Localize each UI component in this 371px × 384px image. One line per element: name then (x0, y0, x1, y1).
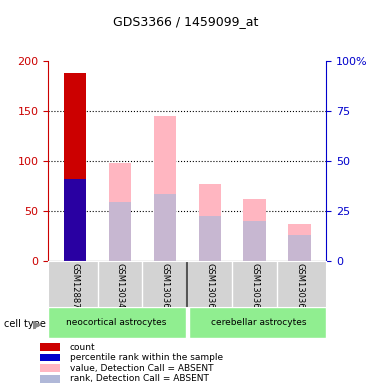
Text: GSM128874: GSM128874 (70, 263, 80, 314)
Bar (64, 73, 86, 261)
Text: percentile rank within the sample: percentile rank within the sample (70, 353, 223, 362)
FancyBboxPatch shape (48, 307, 186, 338)
Bar (243, 221, 266, 261)
Bar (288, 224, 311, 261)
Bar (109, 202, 131, 261)
Text: value, Detection Call = ABSENT: value, Detection Call = ABSENT (70, 364, 213, 372)
Bar (109, 163, 131, 261)
Bar (154, 194, 176, 261)
Text: ▶: ▶ (33, 319, 41, 329)
Text: GDS3366 / 1459099_at: GDS3366 / 1459099_at (113, 15, 258, 28)
Bar (40, 375, 60, 382)
Text: cerebellar astrocytes: cerebellar astrocytes (211, 318, 306, 327)
Text: count: count (70, 343, 95, 351)
Bar (40, 364, 60, 372)
Text: cell type: cell type (4, 319, 46, 329)
Text: GSM130361: GSM130361 (160, 263, 170, 314)
Bar (198, 216, 221, 261)
Bar (154, 116, 176, 261)
Text: rank, Detection Call = ABSENT: rank, Detection Call = ABSENT (70, 374, 209, 383)
Text: neocortical astrocytes: neocortical astrocytes (66, 318, 167, 327)
Text: GSM130364: GSM130364 (295, 263, 304, 314)
Bar (288, 235, 311, 261)
Bar (243, 199, 266, 261)
Text: GSM130363: GSM130363 (250, 263, 259, 314)
Bar (40, 354, 60, 361)
Bar (198, 184, 221, 261)
Text: GSM130362: GSM130362 (205, 263, 214, 314)
Text: GSM130340: GSM130340 (115, 263, 125, 314)
Bar (64, 179, 86, 261)
FancyBboxPatch shape (189, 307, 326, 338)
Bar (40, 343, 60, 351)
